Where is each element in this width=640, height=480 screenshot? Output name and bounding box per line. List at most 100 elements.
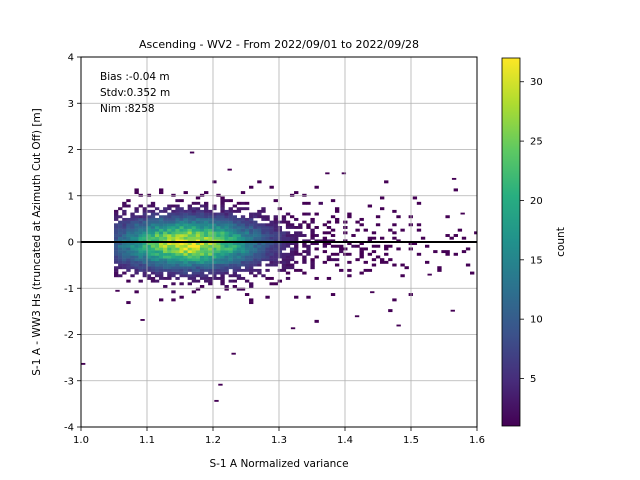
heatmap-cell bbox=[224, 255, 229, 259]
heatmap-cell bbox=[208, 266, 213, 270]
heatmap-cell bbox=[130, 220, 135, 224]
heatmap-cell bbox=[130, 255, 135, 259]
heatmap-cell bbox=[138, 223, 143, 227]
heatmap-cell bbox=[347, 260, 352, 264]
heatmap-cell bbox=[236, 255, 242, 259]
heatmap-cell bbox=[249, 266, 254, 270]
heatmap-cell bbox=[183, 215, 188, 219]
heatmap-cell bbox=[142, 209, 147, 213]
heatmap-cell bbox=[310, 234, 315, 237]
heatmap-cell bbox=[154, 212, 160, 216]
heatmap-cell bbox=[195, 207, 201, 211]
heatmap-cell bbox=[220, 260, 225, 264]
heatmap-cell bbox=[269, 242, 274, 246]
heatmap-cell bbox=[199, 252, 205, 256]
heatmap-cell bbox=[220, 250, 225, 254]
heatmap-cell bbox=[191, 236, 197, 240]
heatmap-cell bbox=[163, 239, 168, 243]
heatmap-cell bbox=[302, 250, 307, 254]
heatmap-cell bbox=[216, 271, 221, 275]
heatmap-cell bbox=[167, 212, 172, 216]
heatmap-cell bbox=[261, 244, 266, 248]
heatmap-cell bbox=[257, 236, 262, 240]
heatmap-cell bbox=[367, 204, 373, 208]
heatmap-cell bbox=[314, 226, 319, 229]
heatmap-cell bbox=[257, 260, 262, 264]
heatmap-cell bbox=[134, 244, 139, 248]
heatmap-cell bbox=[199, 285, 205, 288]
heatmap-cell bbox=[179, 252, 184, 256]
heatmap-cell bbox=[195, 239, 201, 243]
heatmap-cell bbox=[240, 215, 246, 219]
heatmap-cell bbox=[171, 220, 176, 224]
heatmap-cell bbox=[334, 220, 340, 224]
heatmap-cell bbox=[379, 207, 385, 211]
heatmap-cell bbox=[163, 250, 168, 254]
heatmap-cell bbox=[294, 247, 299, 251]
heatmap-cell bbox=[363, 268, 368, 272]
heatmap-cell bbox=[150, 231, 156, 235]
heatmap-cell bbox=[204, 279, 209, 283]
heatmap-cell bbox=[445, 234, 450, 237]
heatmap-cell bbox=[163, 215, 168, 219]
heatmap-cell bbox=[232, 231, 238, 235]
heatmap-cell bbox=[175, 226, 180, 229]
heatmap-cell bbox=[474, 231, 477, 235]
heatmap-cell bbox=[249, 234, 254, 237]
colorbar-tick-label: 30 bbox=[530, 77, 543, 88]
heatmap-cell bbox=[359, 217, 364, 221]
heatmap-cell bbox=[204, 242, 209, 246]
heatmap-cell bbox=[289, 239, 295, 243]
heatmap-cell bbox=[424, 260, 430, 264]
heatmap-cell bbox=[114, 271, 119, 275]
heatmap-cell bbox=[146, 263, 152, 267]
heatmap-cell bbox=[216, 255, 221, 259]
heatmap-cell bbox=[138, 220, 143, 224]
heatmap-cell bbox=[249, 223, 254, 227]
heatmap-cell bbox=[154, 260, 160, 264]
heatmap-cell bbox=[249, 252, 254, 256]
heatmap-cell bbox=[228, 242, 233, 246]
heatmap-cell bbox=[118, 223, 123, 227]
heatmap-cell bbox=[212, 263, 217, 267]
heatmap-cell bbox=[195, 201, 201, 205]
heatmap-cell bbox=[277, 207, 283, 211]
heatmap-cell bbox=[199, 244, 205, 248]
heatmap-cell bbox=[212, 258, 217, 262]
heatmap-cell bbox=[187, 228, 192, 232]
heatmap-cell bbox=[253, 244, 258, 248]
heatmap-cell bbox=[187, 258, 192, 262]
heatmap-cell bbox=[208, 244, 213, 248]
heatmap-cell bbox=[294, 226, 299, 229]
heatmap-cell bbox=[154, 263, 160, 267]
heatmap-outlier-cell bbox=[290, 327, 296, 330]
heatmap-cell bbox=[281, 247, 287, 251]
heatmap-cell bbox=[175, 252, 180, 256]
heatmap-outlier-cell bbox=[231, 352, 236, 355]
heatmap-cell bbox=[244, 266, 250, 270]
heatmap-cell bbox=[179, 199, 184, 203]
heatmap-cell bbox=[257, 228, 262, 232]
heatmap-cell bbox=[220, 247, 225, 251]
heatmap-cell bbox=[269, 247, 274, 251]
heatmap-cell bbox=[212, 215, 217, 219]
heatmap-cell bbox=[163, 223, 168, 227]
heatmap-cell bbox=[220, 255, 225, 259]
heatmap-cell bbox=[396, 247, 401, 251]
heatmap-cell bbox=[183, 271, 188, 275]
heatmap-cell bbox=[212, 212, 217, 216]
heatmap-cell bbox=[212, 244, 217, 248]
heatmap-cell bbox=[261, 228, 266, 232]
heatmap-cell bbox=[220, 228, 225, 232]
heatmap-cell bbox=[159, 266, 164, 270]
heatmap-cell bbox=[126, 301, 131, 305]
heatmap-cell bbox=[216, 236, 221, 240]
heatmap-cell bbox=[236, 274, 242, 278]
heatmap-cell bbox=[212, 226, 217, 229]
heatmap-cell bbox=[179, 260, 184, 264]
heatmap-cell bbox=[163, 217, 168, 221]
heatmap-cell bbox=[142, 239, 147, 243]
heatmap-cell bbox=[220, 220, 225, 224]
heatmap-cell bbox=[265, 215, 270, 219]
heatmap-cell bbox=[273, 199, 278, 203]
